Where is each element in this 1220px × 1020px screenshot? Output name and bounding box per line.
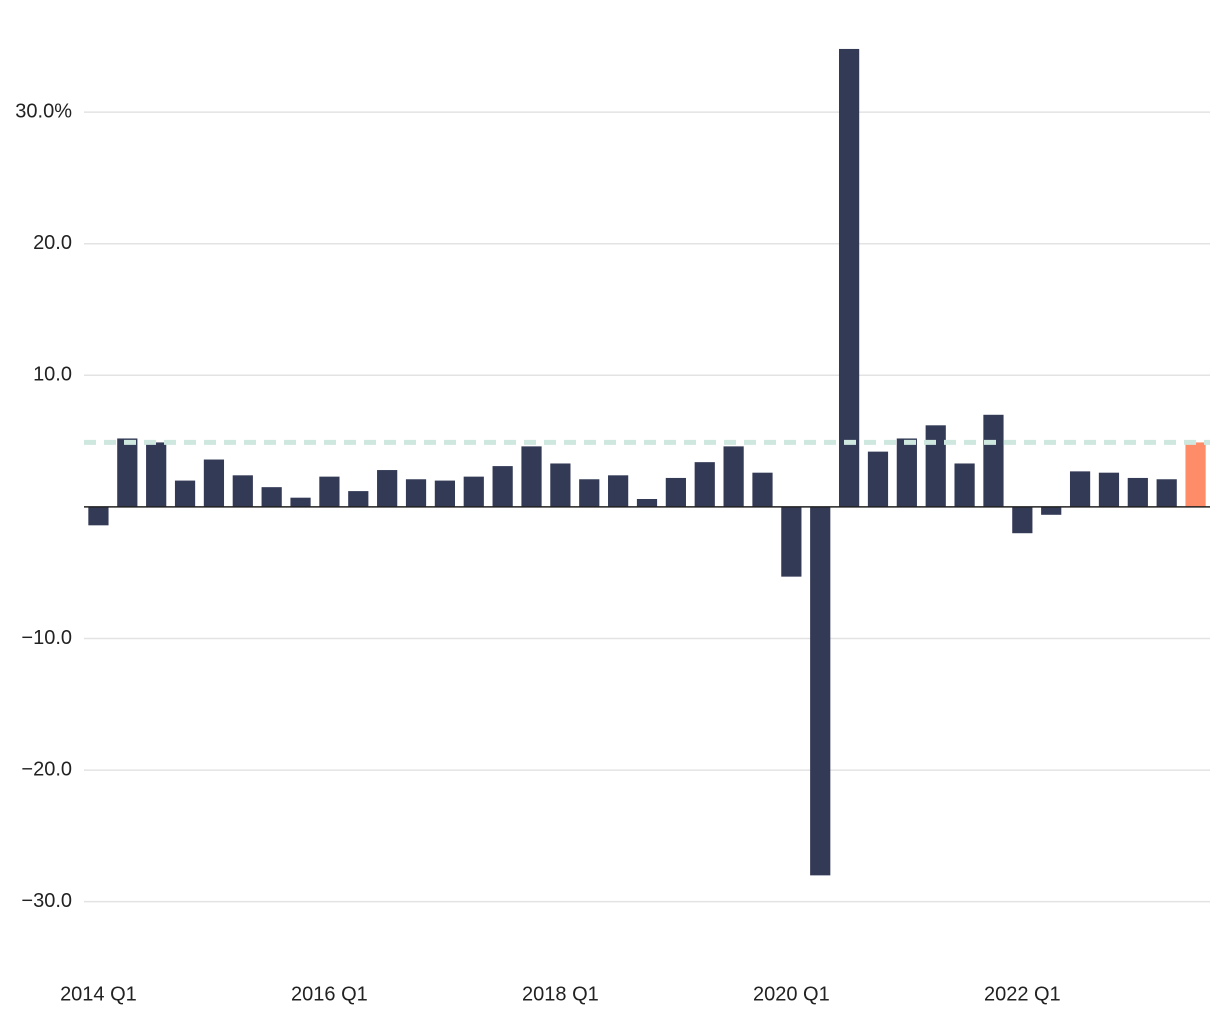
bar	[636, 499, 658, 507]
y-tick-label: −30.0	[21, 890, 72, 912]
bar	[1069, 471, 1091, 507]
bar	[694, 462, 715, 507]
y-tick-label: 10.0	[33, 364, 72, 386]
bar	[752, 472, 773, 507]
bar	[954, 463, 975, 507]
bar	[1185, 442, 1206, 507]
bar	[377, 470, 398, 507]
bar	[896, 438, 917, 507]
x-tick-label: 2020 Q1	[753, 983, 830, 1005]
bar	[867, 451, 889, 507]
bar	[434, 480, 456, 507]
y-tick-label: 30.0%	[15, 100, 72, 122]
bar	[608, 475, 629, 507]
bar	[463, 476, 484, 507]
bar	[723, 446, 744, 507]
bar	[521, 446, 542, 507]
y-tick-label: −10.0	[21, 627, 72, 649]
bar	[146, 442, 167, 507]
bar	[88, 506, 109, 526]
bar	[348, 491, 369, 507]
bar	[174, 480, 196, 507]
bar	[1156, 479, 1177, 507]
bar	[319, 476, 340, 507]
bar	[579, 479, 600, 507]
bar	[117, 438, 138, 507]
x-tick-label: 2016 Q1	[291, 983, 368, 1005]
y-tick-label: 20.0	[33, 232, 72, 254]
bar	[290, 497, 311, 507]
bar	[781, 506, 802, 577]
bar	[203, 459, 225, 507]
bar	[492, 466, 513, 507]
bar	[810, 506, 831, 876]
bar	[983, 414, 1004, 507]
x-tick-label: 2014 Q1	[60, 983, 137, 1005]
bar	[1012, 506, 1033, 534]
bar	[925, 425, 946, 507]
bar	[838, 48, 860, 507]
bar	[665, 477, 686, 507]
bar	[405, 479, 427, 507]
bar	[1127, 477, 1148, 507]
bar	[550, 463, 571, 507]
x-tick-label: 2018 Q1	[522, 983, 599, 1005]
bar	[232, 475, 253, 507]
bar	[1098, 472, 1120, 507]
bar	[261, 487, 282, 507]
x-tick-label: 2022 Q1	[984, 983, 1061, 1005]
bar	[1041, 506, 1062, 515]
y-tick-label: −20.0	[21, 758, 72, 780]
